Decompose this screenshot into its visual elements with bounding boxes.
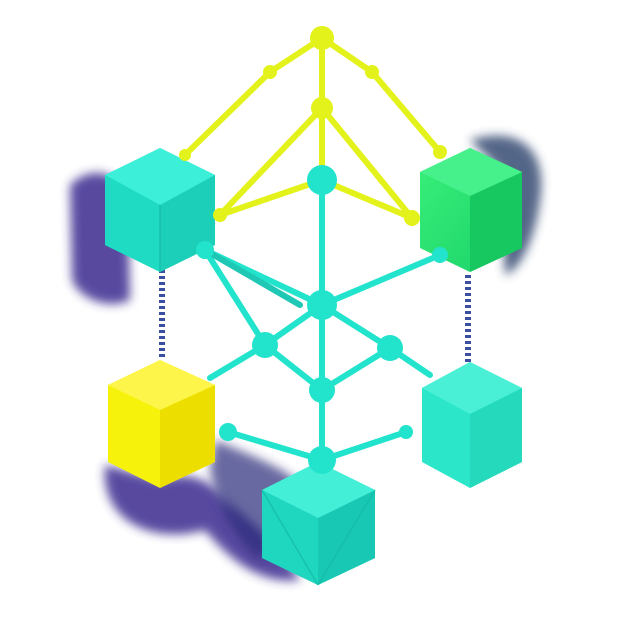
node-y7 [404, 210, 420, 226]
yellow-edges [182, 35, 443, 221]
cube-top-right [420, 148, 522, 272]
node-t4 [307, 290, 337, 320]
node-t2 [196, 241, 214, 259]
node-t6 [377, 335, 403, 361]
node-t3 [432, 247, 448, 263]
node-t5 [252, 332, 278, 358]
teal-nodes [196, 165, 448, 474]
teal-edges [202, 177, 443, 463]
node-t7 [309, 377, 335, 403]
shadow-center [210, 440, 300, 560]
node-t9 [399, 425, 413, 439]
yellow-nodes [179, 26, 447, 226]
node-y5 [179, 149, 191, 161]
node-y3 [311, 97, 333, 119]
node-apex [310, 26, 334, 50]
node-t10 [308, 446, 336, 474]
cube-top-left [105, 148, 215, 272]
node-y1 [263, 65, 277, 79]
cube-bottom-teal [261, 462, 376, 586]
cube-right-teal [422, 362, 522, 488]
dashed-links [159, 270, 471, 365]
node-t1 [307, 165, 337, 195]
node-y6 [213, 208, 227, 222]
node-t8 [219, 423, 237, 441]
cube-left-yellow [108, 360, 215, 488]
node-y4 [433, 145, 447, 159]
node-y2 [365, 65, 379, 79]
